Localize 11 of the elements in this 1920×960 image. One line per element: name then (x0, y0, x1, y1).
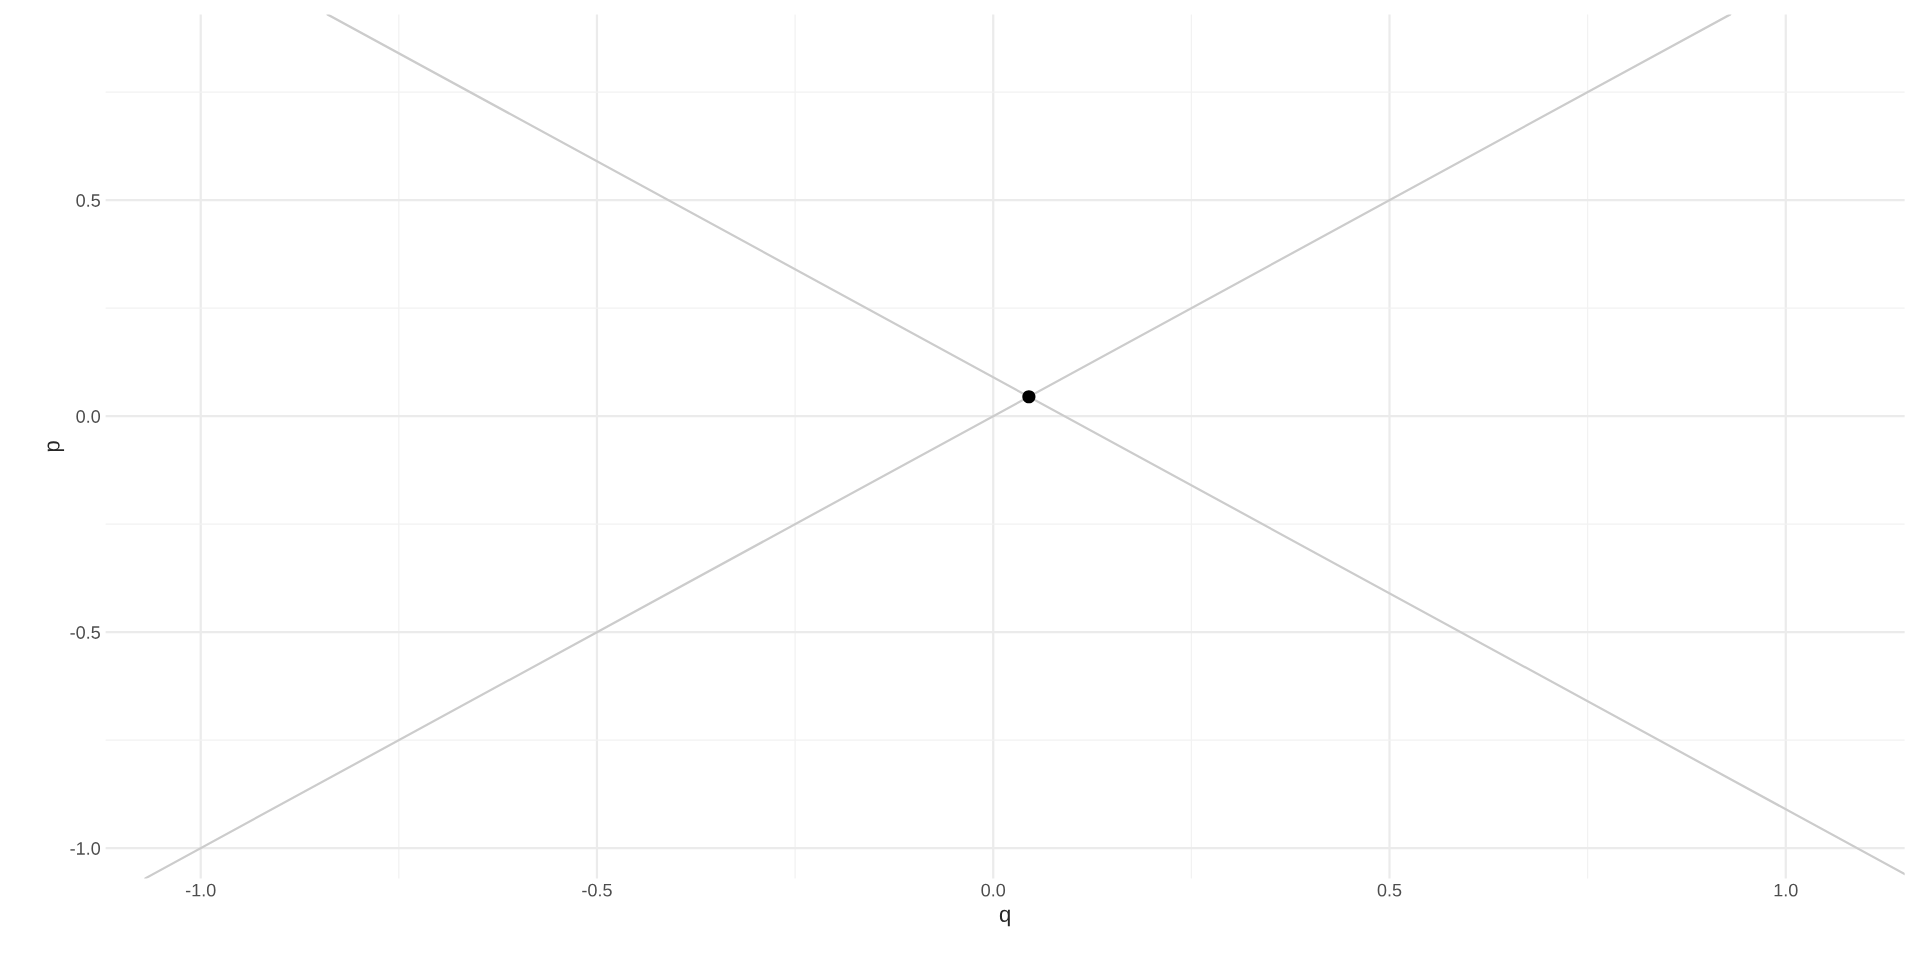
x-tick-label: -1.0 (185, 883, 216, 897)
y-tick-label: -1.0 (70, 842, 101, 855)
y-tick-label: 0.0 (76, 410, 101, 423)
y-tick-label: 0.5 (76, 194, 100, 207)
x-tick-label: 1.0 (1774, 883, 1798, 897)
x-tick-label: -0.5 (582, 883, 612, 897)
y-axis-title: p (47, 441, 65, 452)
x-axis-title: q (999, 909, 1010, 927)
y-tick-label: -0.5 (70, 626, 100, 639)
x-tick-label: 0.0 (981, 883, 1006, 897)
x-tick-label: 0.5 (1377, 883, 1402, 897)
